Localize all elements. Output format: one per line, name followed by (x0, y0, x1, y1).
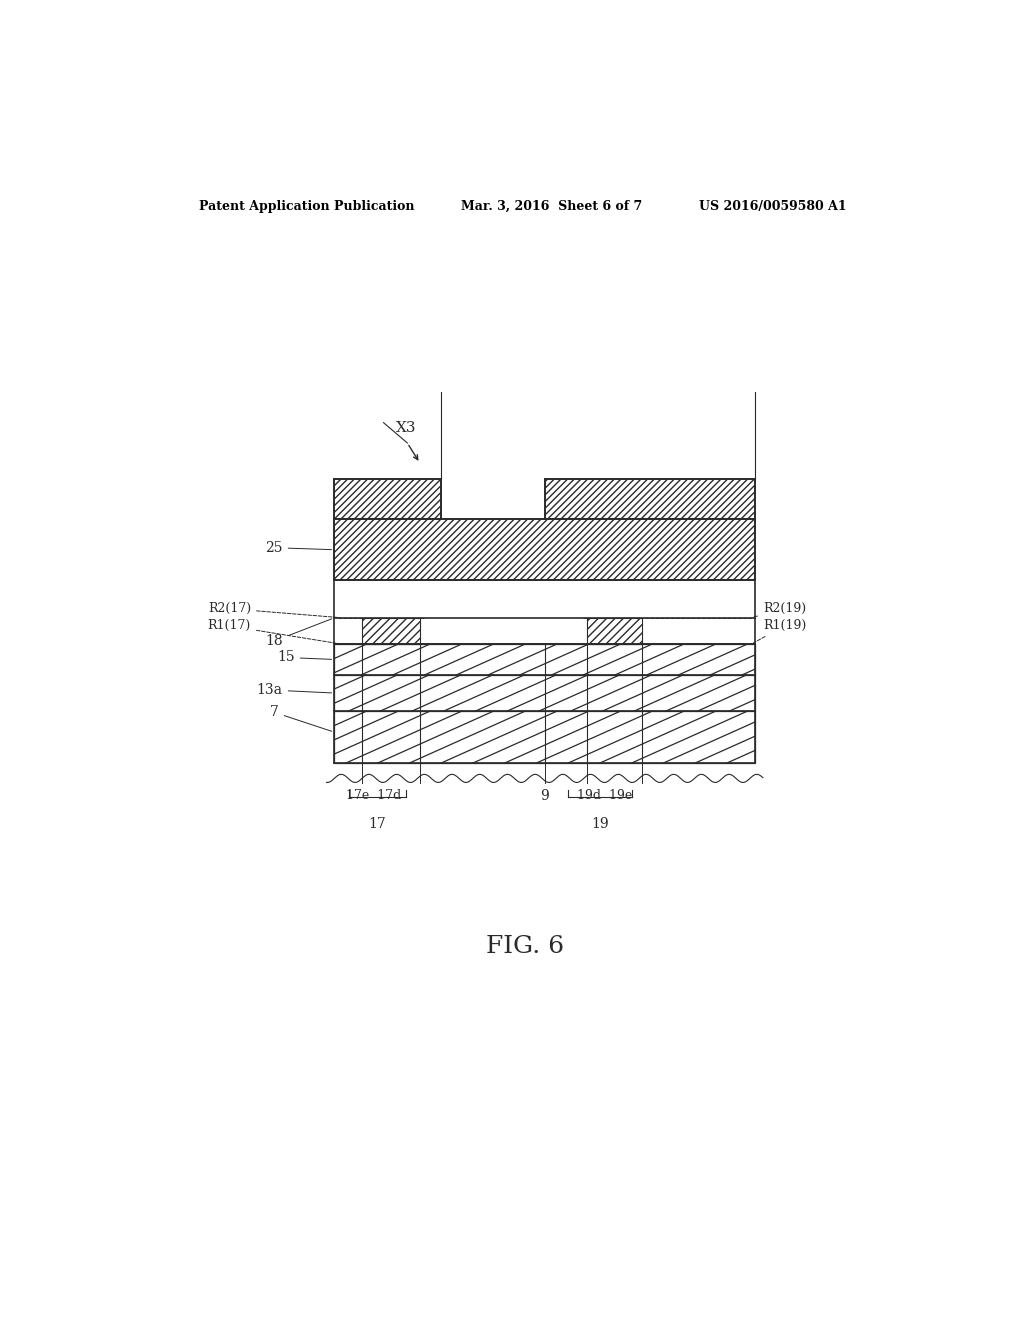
Text: US 2016/0059580 A1: US 2016/0059580 A1 (699, 199, 847, 213)
Bar (587, 618, 642, 644)
Text: Mar. 3, 2016  Sheet 6 of 7: Mar. 3, 2016 Sheet 6 of 7 (461, 199, 643, 213)
Bar (545, 479, 755, 519)
Text: 19: 19 (592, 817, 609, 832)
Bar (334, 519, 755, 581)
Bar (334, 644, 755, 675)
Bar (334, 519, 755, 581)
Text: R1(19): R1(19) (754, 619, 806, 643)
Text: 25: 25 (265, 541, 332, 554)
Text: 17: 17 (369, 817, 386, 832)
Text: R2(19): R2(19) (754, 602, 806, 616)
Bar (334, 479, 441, 519)
Text: 18: 18 (265, 619, 332, 648)
Bar (334, 675, 755, 711)
Text: 13a: 13a (257, 682, 332, 697)
Bar (545, 479, 755, 519)
Text: 7: 7 (270, 705, 332, 731)
Text: 19d  19e: 19d 19e (577, 788, 632, 801)
Text: 9: 9 (541, 788, 549, 803)
Text: R1(17): R1(17) (208, 619, 340, 644)
Text: 17e  17d: 17e 17d (345, 788, 400, 801)
Bar (362, 618, 420, 644)
Text: FIG. 6: FIG. 6 (485, 935, 564, 957)
Text: R2(17): R2(17) (208, 602, 340, 618)
Bar (334, 479, 441, 519)
Bar (334, 711, 755, 763)
Text: Patent Application Publication: Patent Application Publication (200, 199, 415, 213)
Text: 15: 15 (278, 651, 332, 664)
Text: X3: X3 (396, 421, 417, 434)
Bar (587, 618, 642, 644)
Bar (362, 618, 420, 644)
